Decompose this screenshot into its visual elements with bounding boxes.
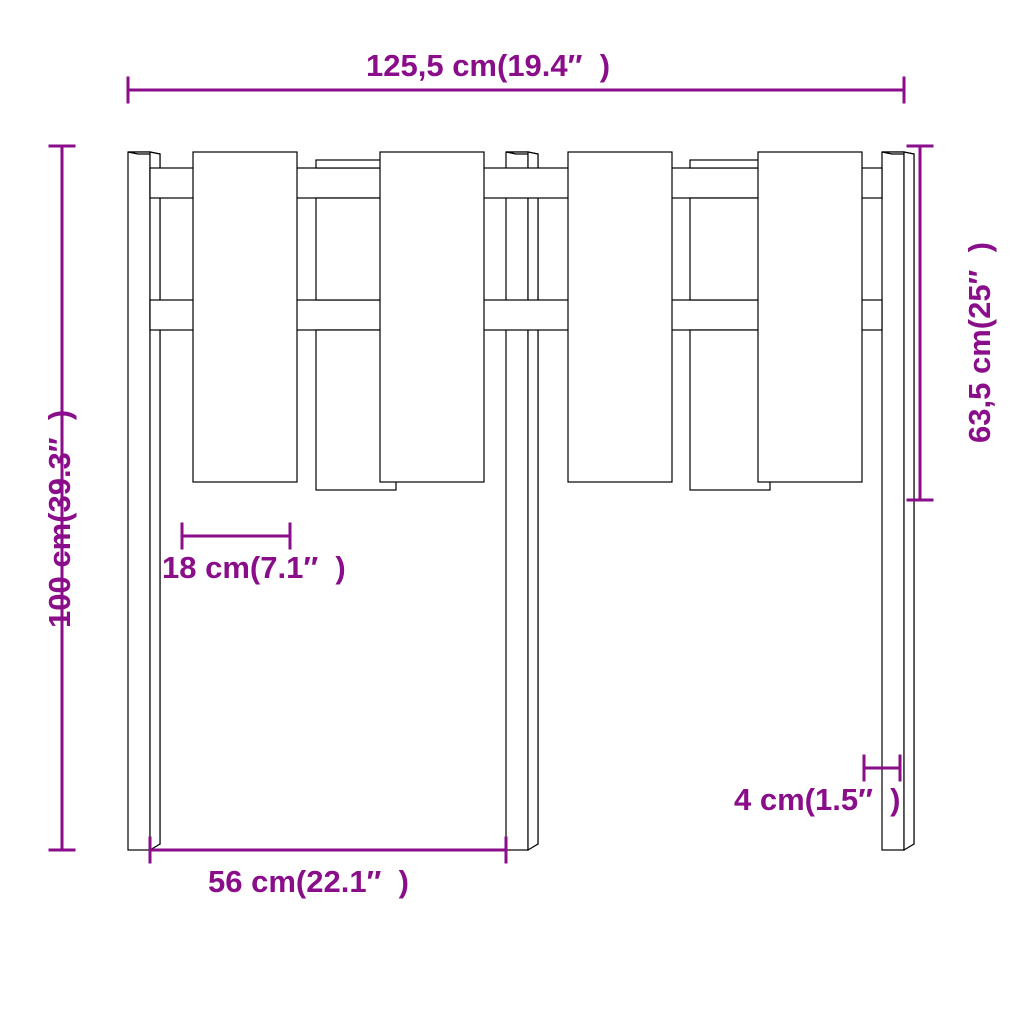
- dim-thick4-label: 4 cm(1.5″ ): [734, 782, 900, 818]
- dim-slat18-label: 18 cm(7.1″ ): [162, 550, 346, 586]
- diagram-svg: [0, 0, 1024, 1024]
- dim-right-label: 63,5 cm(25″ ): [962, 242, 998, 443]
- diagram-stage: 125,5 cm(19.4″ ) 100 cm(39.3″ ) 63,5 cm(…: [0, 0, 1024, 1024]
- dim-width56-label: 56 cm(22.1″ ): [208, 864, 409, 900]
- dim-left-label: 100 cm(39.3″ ): [42, 410, 78, 628]
- dim-top-label: 125,5 cm(19.4″ ): [366, 48, 610, 84]
